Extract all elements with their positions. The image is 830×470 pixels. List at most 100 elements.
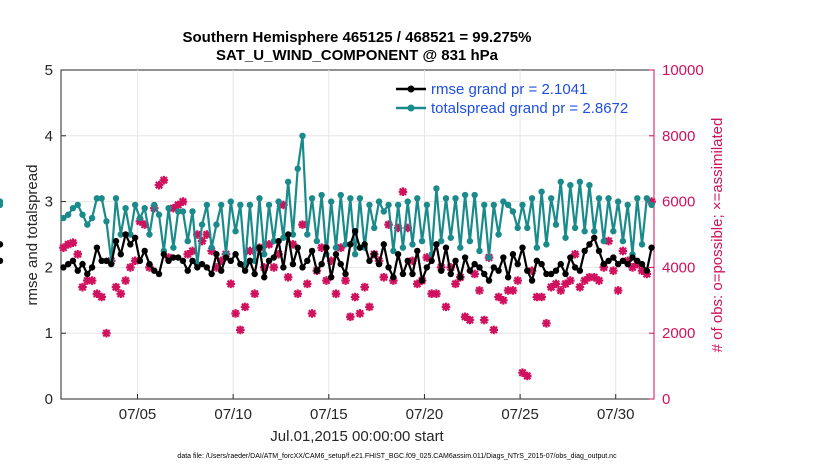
obs-assimilated-marker — [556, 286, 566, 295]
rmse-point — [519, 244, 526, 251]
totalspread-series — [0, 132, 655, 268]
rmse-point — [423, 264, 431, 271]
obs-assimilated-marker — [298, 220, 307, 229]
rmse-point — [284, 231, 292, 238]
rmse-point — [337, 260, 344, 268]
totalspread-point — [643, 195, 651, 202]
obs-assimilated-marker — [73, 249, 83, 259]
rmse-point — [600, 260, 607, 268]
left-y-tick-label: 5 — [45, 62, 53, 79]
right-y-axis-label: # of obs: o=possible; ×=assimilated — [709, 118, 726, 353]
rmse-point — [457, 274, 464, 281]
totalspread-point — [304, 231, 311, 238]
obs-assimilated-marker — [317, 243, 326, 252]
obs-assimilated-marker — [302, 279, 312, 289]
rmse-point — [605, 257, 612, 265]
rmse-point — [270, 254, 278, 261]
totalspread-point — [552, 221, 560, 228]
obs-assimilated-marker — [178, 197, 188, 206]
rmse-point — [624, 260, 631, 268]
obs-assimilated-marker — [518, 368, 527, 377]
legend-spread-label: totalspread grand pr = 2.8672 — [431, 100, 628, 117]
totalspread-point — [356, 195, 364, 202]
totalspread-point — [610, 228, 617, 235]
obs-assimilated-marker — [575, 282, 585, 292]
totalspread-point — [327, 198, 335, 205]
totalspread-point — [174, 208, 182, 215]
totalspread-point — [299, 132, 306, 139]
left-axis-ticks: 0 1 2 3 4 5 — [45, 62, 66, 408]
obs-assimilated-marker — [609, 266, 618, 275]
totalspread-point — [237, 201, 244, 209]
rmse-point — [452, 257, 459, 265]
totalspread-point — [265, 201, 273, 209]
obs-assimilated-marker — [470, 269, 479, 279]
obs-assimilated-marker — [169, 203, 178, 213]
totalspread-point — [198, 221, 206, 228]
rmse-point — [160, 251, 168, 258]
totalspread-point — [351, 251, 359, 258]
rmse-point — [184, 267, 191, 274]
rmse-point — [213, 251, 220, 258]
obs-assimilated-marker — [503, 286, 513, 295]
totalspread-point — [433, 185, 440, 192]
x-tick-label: 07/15 — [310, 406, 348, 423]
rmse-point — [74, 267, 81, 274]
obs-assimilated-marker — [87, 276, 97, 285]
totalspread-point — [69, 204, 77, 212]
obs-assimilated-marker — [412, 279, 422, 289]
totalspread-point — [394, 201, 402, 209]
obs-assimilated-marker — [623, 256, 632, 266]
rmse-point — [198, 260, 206, 268]
rmse-point — [170, 254, 177, 261]
rmse-point — [318, 260, 325, 268]
obs-assimilated-marker — [365, 302, 374, 312]
obs-assimilated-marker — [551, 279, 561, 289]
x-axis-ticks: 07/05 07/10 07/15 07/20 07/25 07/30 — [119, 394, 635, 423]
totalspread-point — [112, 195, 120, 202]
rmse-point — [194, 264, 201, 271]
totalspread-point — [390, 247, 397, 255]
rmse-point — [595, 247, 603, 255]
totalspread-point — [414, 195, 421, 202]
rmse-point — [98, 257, 105, 265]
obs-assimilated-marker — [202, 230, 212, 239]
obs-assimilated-marker — [566, 276, 575, 285]
obs-assimilated-marker — [326, 256, 336, 266]
totalspread-point — [595, 195, 603, 202]
totalspread-point — [218, 201, 225, 209]
rmse-point — [648, 244, 655, 251]
rmse-point — [69, 257, 77, 265]
rmse-point — [361, 241, 368, 248]
rmse-point — [476, 264, 483, 271]
rmse-point — [146, 260, 153, 268]
totalspread-point — [485, 254, 493, 261]
rmse-point — [557, 260, 564, 268]
obs-assimilated-marker — [135, 217, 145, 226]
rmse-point — [208, 270, 215, 278]
x-tick-label: 07/05 — [119, 406, 157, 423]
obs-assimilated-marker — [322, 276, 331, 285]
obs-assimilated-marker — [360, 282, 369, 292]
obs-assimilated-marker — [537, 292, 546, 302]
obs-assimilated-marker — [264, 240, 274, 249]
rmse-point — [409, 270, 416, 278]
totalspread-point — [404, 198, 411, 205]
rmse-point — [256, 244, 263, 251]
rmse-point — [619, 257, 627, 265]
totalspread-point — [289, 231, 297, 238]
totalspread-point — [155, 211, 163, 218]
obs-assimilated-marker — [532, 292, 542, 302]
rmse-point — [189, 257, 196, 265]
obs-assimilated-marker — [331, 289, 341, 299]
totalspread-point — [399, 244, 407, 251]
rmse-point — [294, 244, 301, 251]
rmse-point — [414, 247, 421, 255]
obs-assimilated-marker — [589, 272, 599, 282]
obs-assimilated-marker — [231, 309, 240, 318]
rmse-point — [289, 260, 297, 268]
rmse-point — [538, 260, 545, 268]
obs-assimilated-marker — [513, 276, 523, 285]
rmse-point — [528, 277, 536, 284]
obs-assimilated-marker — [116, 289, 126, 299]
